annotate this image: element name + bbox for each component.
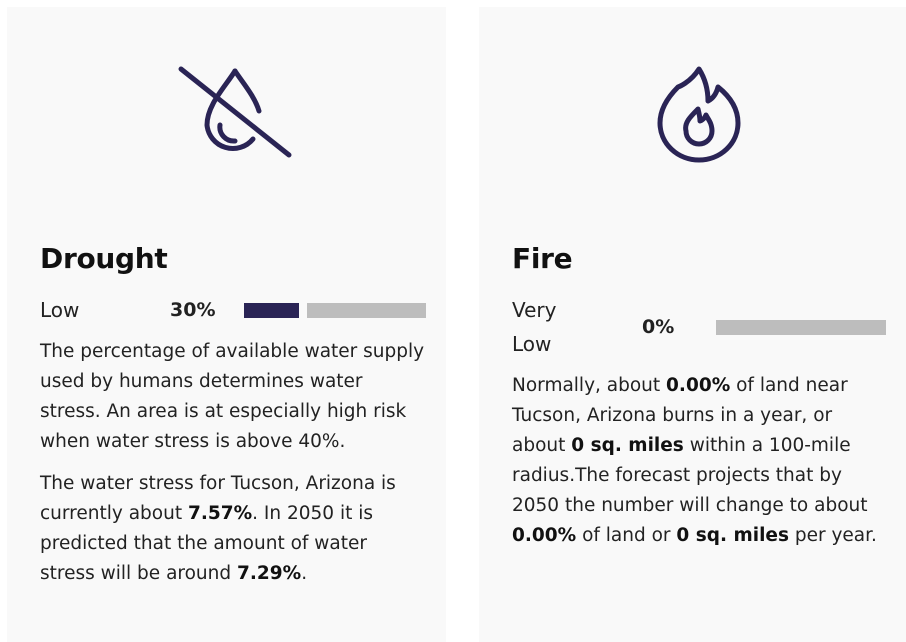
card-title: Drought: [40, 242, 168, 275]
highlight: 0 sq. miles: [676, 525, 789, 546]
text-run: .: [301, 563, 308, 584]
highlight: 0.00%: [666, 375, 731, 396]
highlight: 0.00%: [512, 525, 577, 546]
text-run: per year.: [788, 525, 877, 546]
text-run: . In 2050 it is predicted that the amoun…: [40, 503, 373, 584]
icon-area: [512, 7, 886, 232]
risk-bar-track: [306, 302, 426, 318]
risk-bar: [244, 302, 426, 318]
risk-row: Low 30%: [40, 293, 426, 327]
drought-card: Drought Low 30% The percentage of available…: [7, 7, 446, 642]
risk-row: Very Low 0%: [512, 293, 886, 361]
risk-bar-fill: [244, 302, 299, 318]
risk-level: Low: [40, 298, 80, 322]
risk-score: 0%: [642, 316, 675, 338]
fire-card: Fire Very Low 0% Normally, about 0.00% of l…: [479, 7, 906, 642]
card-title: Fire: [512, 242, 573, 275]
fire-icon: [657, 66, 741, 163]
risk-score: 30%: [170, 299, 216, 321]
highlight: 7.57%: [187, 503, 253, 524]
text-run: of land or: [576, 525, 677, 546]
description: The percentage of available water supply…: [40, 337, 426, 457]
text-run: of land near Tucson, Arizona burns in a …: [512, 375, 848, 456]
highlight: 0 sq. miles: [571, 435, 684, 456]
drought-icon: [178, 66, 292, 158]
risk-bar: [716, 319, 886, 335]
text-run: within a 100-mile radius.The forecast pr…: [512, 435, 868, 516]
risk-bar-track: [716, 319, 886, 335]
text-run: The percentage of available water supply…: [40, 341, 425, 452]
text-run: The water stress for Tucson, Arizona is …: [40, 473, 396, 524]
icon-area: [40, 7, 426, 232]
highlight: 7.29%: [237, 563, 302, 584]
description: The water stress for Tucson, Arizona is …: [40, 469, 426, 589]
text-run: Normally, about: [512, 375, 667, 396]
description: Normally, about 0.00% of land near Tucso…: [512, 371, 886, 551]
risk-level: Very Low: [512, 298, 557, 356]
